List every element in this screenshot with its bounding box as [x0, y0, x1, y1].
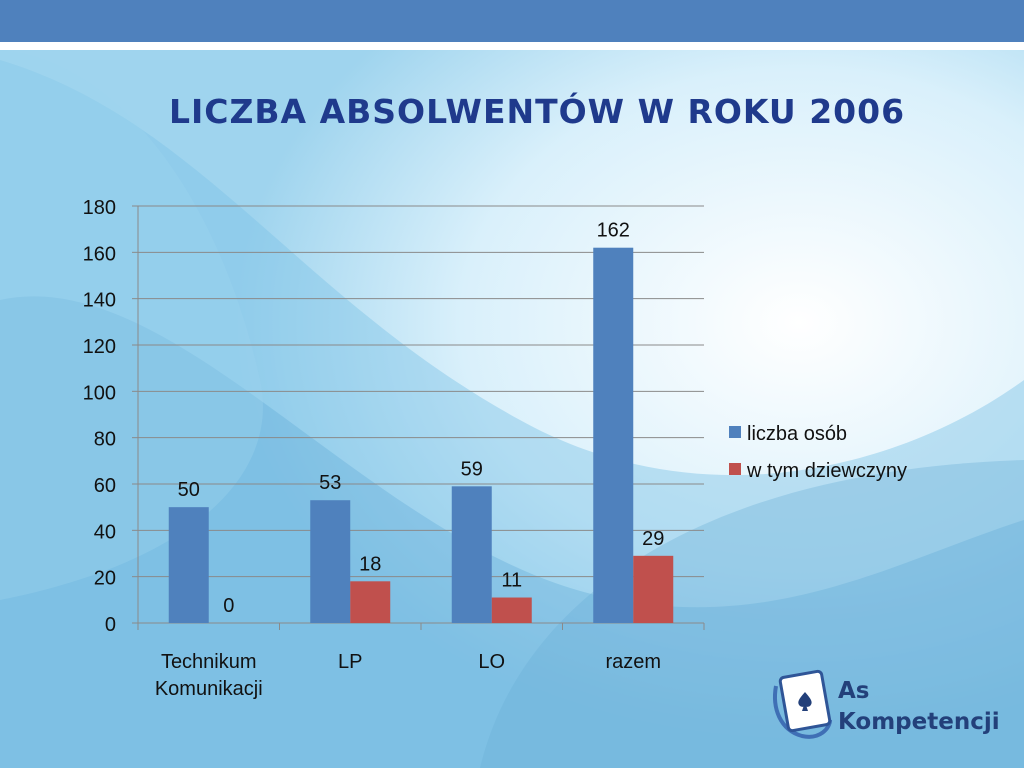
data-label: 11: [501, 570, 522, 592]
legend-label: liczba osób: [747, 423, 847, 445]
x-tick-label: Komunikacji: [155, 678, 263, 700]
header-divider: [0, 42, 1024, 50]
bar: [451, 486, 492, 623]
y-tick-label: 120: [83, 336, 116, 358]
data-label: 53: [319, 472, 341, 494]
logo-text-line1: As: [838, 678, 870, 704]
data-label: 59: [461, 458, 483, 480]
y-tick-label: 180: [83, 197, 116, 219]
logo-text: As Kompetencji: [838, 676, 1000, 738]
logo-card-icon: [773, 669, 832, 739]
bar: [491, 597, 532, 623]
bar: [633, 555, 674, 623]
y-tick-label: 60: [94, 475, 116, 497]
bar: [350, 581, 391, 623]
x-tick-label: razem: [605, 651, 661, 673]
y-tick-label: 140: [83, 290, 116, 312]
data-label: 0: [223, 595, 234, 617]
y-tick-label: 40: [94, 521, 116, 543]
y-tick-label: 100: [83, 382, 116, 404]
bar: [168, 507, 209, 623]
bar: [310, 500, 351, 623]
logo-text-line2: Kompetencji: [838, 709, 1000, 735]
header-band: [0, 0, 1024, 42]
data-label: 18: [359, 553, 381, 575]
x-tick-label: LP: [338, 651, 362, 673]
x-tick-label: Technikum: [161, 651, 257, 673]
y-tick-label: 80: [94, 429, 116, 451]
y-tick-label: 20: [94, 568, 116, 590]
data-label: 50: [178, 479, 200, 501]
x-tick-label: LO: [478, 651, 505, 673]
data-label: 162: [597, 220, 630, 242]
slide-title: LICZBA ABSOLWENTÓW W ROKU 2006: [168, 92, 906, 131]
bar: [593, 247, 634, 623]
legend-swatch: [729, 426, 741, 438]
legend-swatch: [729, 463, 741, 475]
y-tick-label: 0: [105, 614, 116, 636]
data-label: 29: [642, 528, 664, 550]
y-tick-label: 160: [83, 243, 116, 265]
legend-label: w tym dziewczyny: [746, 460, 907, 482]
